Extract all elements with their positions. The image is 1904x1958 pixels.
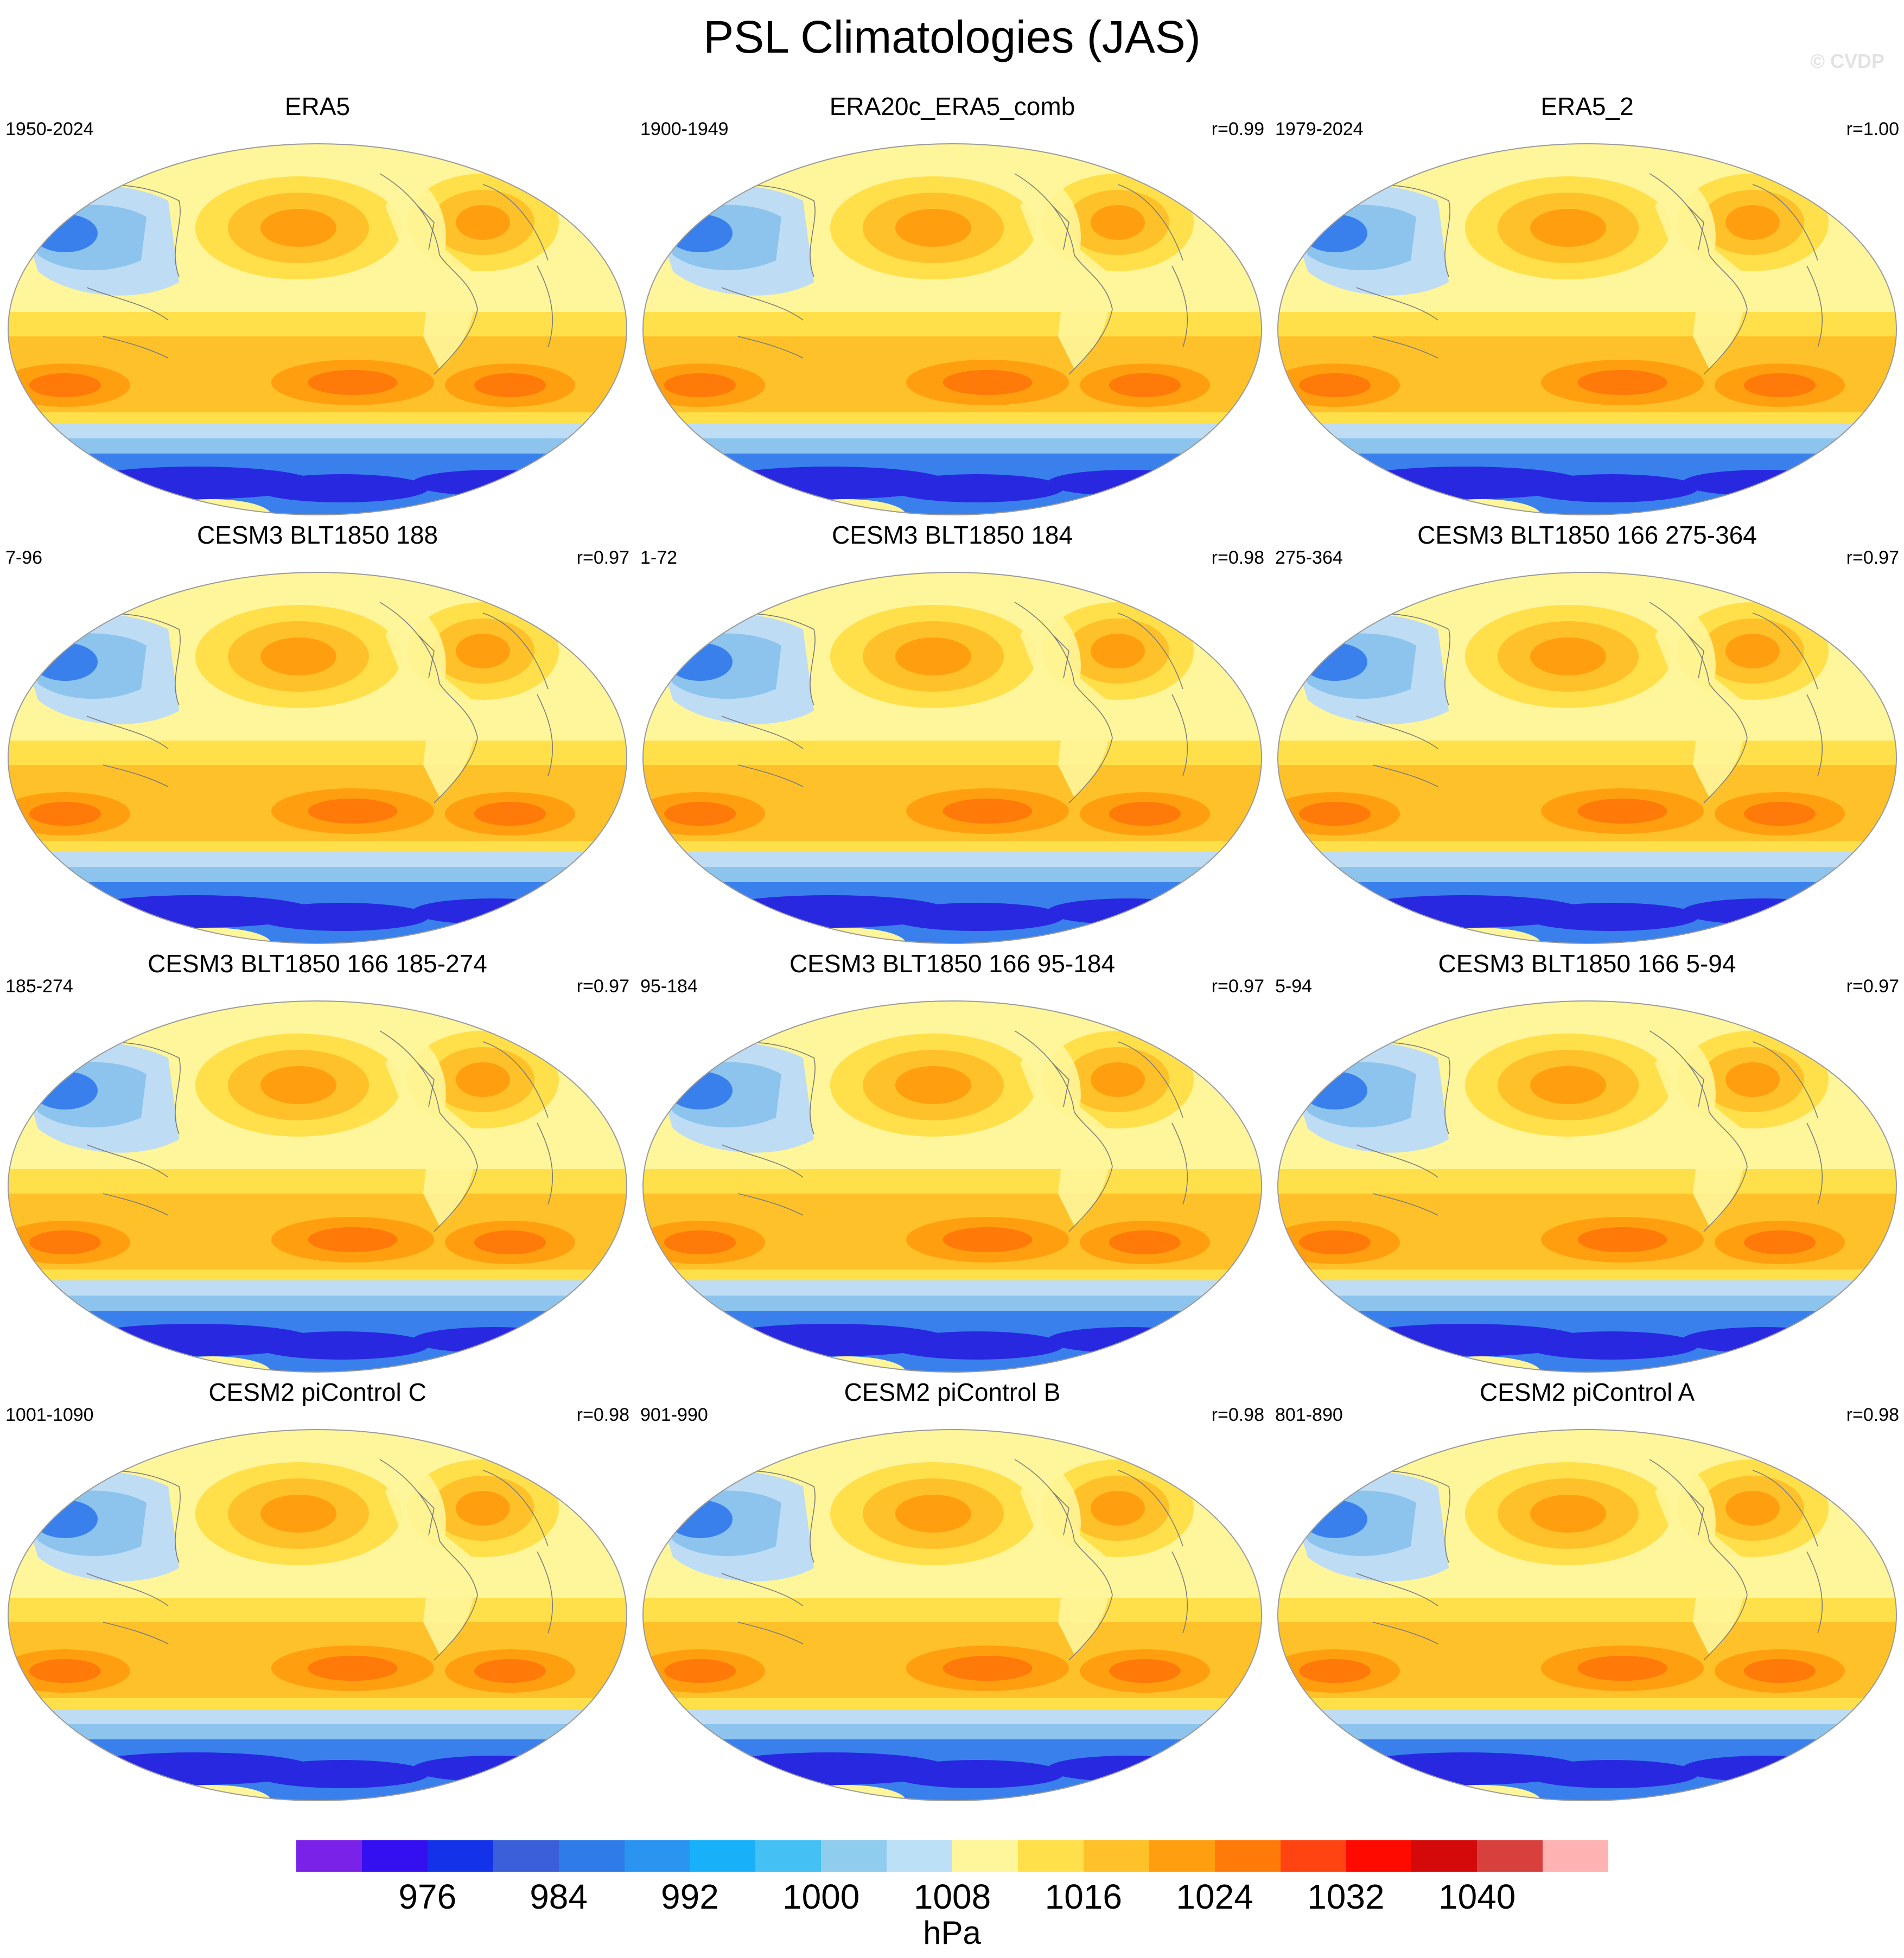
panel-title: ERA5 [284,92,351,120]
psl-map [642,143,1262,515]
panel-period: 95-184 [640,976,698,997]
colorbar-label: 1000 [782,1877,860,1916]
colorbar-label: 1040 [1438,1877,1516,1916]
figure-title: PSL Climatologies (JAS) [703,11,1201,62]
watermark: © CVDP [1810,50,1884,72]
psl-map [642,1429,1262,1801]
colorbar-box [296,1840,362,1872]
colorbar-box [1017,1840,1084,1872]
map-panel: CESM3 BLT1850 166 5-94 5-94 r=0.97 [1270,948,1904,1377]
colorbar-box [1149,1840,1215,1872]
colorbar-box [493,1840,559,1872]
panel-title: CESM3 BLT1850 166 275-364 [1417,521,1757,549]
panel-period: 901-990 [640,1405,708,1425]
colorbar [296,1840,1609,1872]
map-panel: CESM3 BLT1850 166 185-274 185-274 r=0.97 [0,948,635,1377]
psl-map [8,1000,627,1373]
map-panel: CESM3 BLT1850 188 7-96 r=0.97 [0,520,635,948]
panel-title: ERA20c_ERA5_comb [829,92,1075,120]
psl-map [8,1429,627,1801]
colorbar-box [1411,1840,1478,1872]
colorbar-box [361,1840,428,1872]
panel-title: CESM2 piControl C [208,1378,426,1406]
colorbar-box [427,1840,493,1872]
map-panel: ERA5_2 1979-2024 r=1.00 [1270,91,1904,520]
colorbar-units: hPa [923,1915,981,1951]
psl-map [1277,572,1897,944]
colorbar-label: 984 [530,1877,588,1916]
panel-title: CESM3 BLT1850 188 [196,521,438,549]
panel-correlation: r=0.97 [576,976,629,997]
colorbar-labels: 976 984 992 1000 1008 1016 1024 1032 1040 [296,1877,1608,1921]
colorbar-box [1477,1840,1543,1872]
panel-correlation: r=0.97 [1846,547,1899,568]
map-panel: CESM2 piControl C 1001-1090 r=0.98 [0,1377,635,1806]
map-panel: CESM3 BLT1850 166 95-184 95-184 r=0.97 [635,948,1270,1377]
map-panel: CESM3 BLT1850 166 275-364 275-364 r=0.97 [1270,520,1904,948]
panel-period: 1950-2024 [5,119,94,139]
colorbar-label: 1024 [1176,1877,1253,1916]
panel-correlation: r=0.99 [1211,119,1264,139]
panel-correlation: r=0.97 [576,547,629,568]
panel-title: CESM3 BLT1850 166 185-274 [148,949,487,978]
colorbar-box [821,1840,887,1872]
panel-period: 5-94 [1275,976,1313,997]
colorbar-label: 1008 [913,1877,991,1916]
panel-period: 7-96 [5,547,43,568]
colorbar-label: 992 [661,1877,719,1916]
map-panel: CESM3 BLT1850 184 1-72 r=0.98 [635,520,1270,948]
panel-period: 275-364 [1275,547,1343,568]
psl-map [642,1000,1262,1373]
panel-period: 1-72 [640,547,678,568]
colorbar-box [887,1840,953,1872]
panel-title: CESM3 BLT1850 166 95-184 [789,949,1116,978]
panel-period: 185-274 [5,976,73,997]
panel-title: CESM2 piControl A [1479,1378,1695,1406]
panel-period: 1979-2024 [1275,119,1364,139]
panel-correlation: r=0.98 [576,1405,629,1425]
colorbar-box [1214,1840,1281,1872]
psl-map [1277,143,1897,515]
colorbar-box [755,1840,822,1872]
panel-correlation: r=0.98 [1211,547,1264,568]
psl-map [8,143,627,515]
panel-correlation: r=0.97 [1211,976,1264,997]
panel-period: 1900-1949 [640,119,729,139]
psl-map [1277,1000,1897,1373]
psl-map [8,572,627,944]
panel-correlation: r=0.98 [1846,1405,1899,1425]
map-panel: ERA5 1950-2024 [0,91,635,520]
colorbar-label: 976 [398,1877,457,1916]
panel-correlation: r=0.98 [1211,1405,1264,1425]
panel-title: CESM3 BLT1850 166 5-94 [1438,949,1736,978]
colorbar-box [690,1840,756,1872]
colorbar-box [952,1840,1018,1872]
colorbar-box [1346,1840,1412,1872]
colorbar-box [1083,1840,1149,1872]
panel-title: CESM2 piControl B [844,1378,1061,1406]
panel-title: ERA5_2 [1540,92,1634,120]
psl-map [1277,1429,1897,1801]
panel-correlation: r=1.00 [1846,119,1899,139]
panel-correlation: r=0.97 [1846,976,1899,997]
colorbar-label: 1032 [1307,1877,1385,1916]
colorbar-box [1280,1840,1346,1872]
panel-title: CESM3 BLT1850 184 [831,521,1073,549]
colorbar-box [1543,1840,1609,1872]
colorbar-label: 1016 [1045,1877,1122,1916]
psl-map [642,572,1262,944]
panel-period: 1001-1090 [5,1405,94,1425]
colorbar-box [558,1840,625,1872]
panel-period: 801-890 [1275,1405,1343,1425]
map-panel: CESM2 piControl A 801-890 r=0.98 [1270,1377,1904,1806]
map-panel: CESM2 piControl B 901-990 r=0.98 [635,1377,1270,1806]
colorbar-box [624,1840,690,1872]
map-panel: ERA20c_ERA5_comb 1900-1949 r=0.99 [635,91,1270,520]
